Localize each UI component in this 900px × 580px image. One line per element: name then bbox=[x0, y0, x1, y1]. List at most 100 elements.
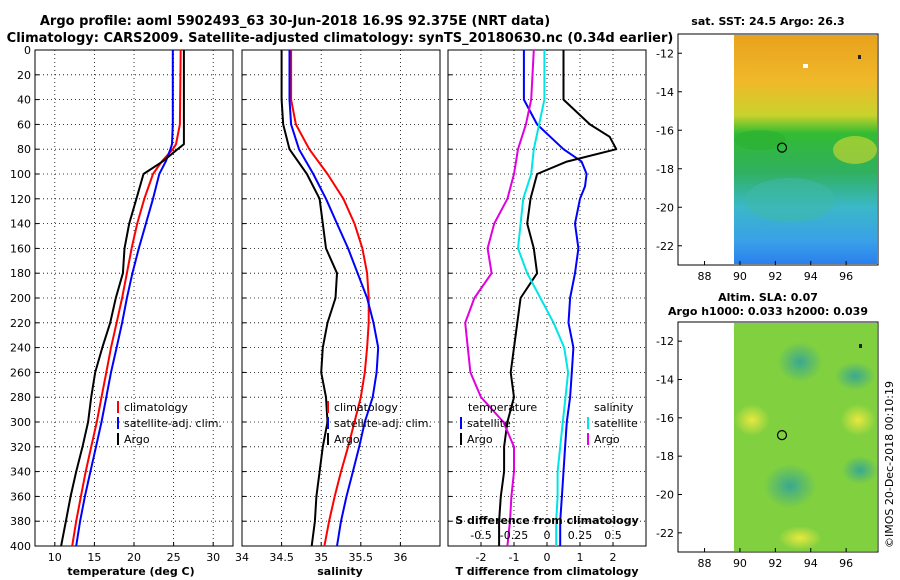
sla-high-2 bbox=[840, 404, 876, 436]
temperature-ticks: 0 20 40 60 80 100 120 140 160 180 200 220 240 260 280 3… bbox=[10, 44, 220, 564]
map-x-tick-label: 94 bbox=[804, 270, 818, 283]
sst-cool-patch bbox=[745, 178, 835, 222]
legend-label-argo: Argo bbox=[124, 433, 150, 446]
legend-label-s-argo: Argo bbox=[594, 433, 620, 446]
sla-argo-marker bbox=[776, 430, 788, 441]
t-difference-xlabel: T difference from climatology bbox=[455, 565, 638, 578]
y-tick-label: 380 bbox=[10, 515, 31, 528]
series-line-argo bbox=[498, 50, 618, 546]
map-x-tick-label: 90 bbox=[733, 270, 747, 283]
map-x-tick-label: 96 bbox=[839, 557, 853, 570]
y-tick-label: 400 bbox=[10, 540, 31, 553]
map-x-tick-label: 92 bbox=[768, 557, 782, 570]
legend-label-argo: Argo bbox=[334, 433, 360, 446]
sla-high-1 bbox=[734, 404, 770, 436]
imos-watermark: ©IMOS 20-Dec-2018 00:10:19 bbox=[883, 381, 896, 548]
y-tick-label: 280 bbox=[10, 391, 31, 404]
x-tick-label: 1 bbox=[577, 551, 584, 564]
x-tick-label: 34 bbox=[235, 551, 249, 564]
s-x-tick-label: 0.5 bbox=[604, 529, 622, 542]
y-tick-label: 220 bbox=[10, 317, 31, 330]
sla-land-speck bbox=[859, 344, 862, 348]
map-y-tick-label: -12 bbox=[656, 335, 674, 348]
legend-label-s-satellite: satellite bbox=[594, 417, 638, 430]
legend-label-t-satellite: satellite bbox=[467, 417, 511, 430]
legend-label-t-argo: Argo bbox=[467, 433, 493, 446]
x-tick-label: 10 bbox=[48, 551, 62, 564]
map-x-tick-label: 96 bbox=[839, 270, 853, 283]
salinity-xlabel: salinity bbox=[317, 565, 363, 578]
sst-warm-patch bbox=[833, 136, 877, 164]
salinity-ticks: 34 34.5 35 35.5 36 bbox=[235, 49, 407, 564]
legend-label-satellite: satellite-adj. clim. bbox=[124, 417, 222, 430]
x-tick-label: 25 bbox=[167, 551, 181, 564]
x-tick-label: -2 bbox=[476, 551, 487, 564]
s-difference-label: S difference from climatology bbox=[455, 514, 639, 527]
series-line-argo bbox=[280, 50, 338, 547]
x-tick-label: 35 bbox=[314, 551, 328, 564]
legend-label-climatology: climatology bbox=[124, 401, 188, 414]
series-line-satellite bbox=[517, 50, 570, 546]
x-tick-label: -1 bbox=[509, 551, 520, 564]
sst-argo-marker bbox=[776, 142, 788, 153]
figure-title-line1: Argo profile: aoml 5902493_63 30-Jun-201… bbox=[40, 14, 550, 29]
series-line-argo bbox=[60, 50, 185, 547]
y-tick-label: 100 bbox=[10, 168, 31, 181]
y-tick-label: 360 bbox=[10, 490, 31, 503]
difference-panel: -2 -1 0 1 2 -0.5 -0.25 0 0.25 0.5 T difference f… bbox=[447, 49, 647, 578]
sst-map-title: sat. SST: 24.5 Argo: 26.3 bbox=[691, 15, 844, 28]
sla-map-ticks: 88 90 92 94 96 -12 -14 -16 -18 -20 -22 bbox=[656, 335, 853, 570]
sla-map-title: Altim. SLA: 0.07 bbox=[718, 291, 818, 304]
series-line-satellite bbox=[522, 50, 588, 546]
map-y-tick-label: -16 bbox=[656, 412, 674, 425]
temperature-legend: climatology satellite-adj. clim. Argo bbox=[117, 401, 222, 446]
x-tick-label: 2 bbox=[610, 551, 617, 564]
x-tick-label: 35.5 bbox=[349, 551, 374, 564]
map-y-tick-label: -20 bbox=[656, 201, 674, 214]
map-y-tick-label: -12 bbox=[656, 47, 674, 60]
map-y-tick-label: -20 bbox=[656, 489, 674, 502]
map-x-tick-label: 94 bbox=[804, 557, 818, 570]
y-tick-label: 140 bbox=[10, 218, 31, 231]
series-line-argo bbox=[464, 49, 535, 547]
sst-missing-pixel bbox=[803, 64, 808, 68]
x-tick-label: 36 bbox=[393, 551, 407, 564]
sla-low-1 bbox=[778, 342, 822, 382]
salinity-panel: 34 34.5 35 35.5 36 salinity climatology sate… bbox=[235, 49, 441, 578]
series-line-satellite-adj-clim- bbox=[288, 50, 380, 547]
sst-map-ticks: 88 90 92 94 96 -12 -14 -16 -18 -20 -22 bbox=[656, 47, 853, 283]
y-tick-label: 320 bbox=[10, 441, 31, 454]
map-y-tick-label: -18 bbox=[656, 450, 674, 463]
difference-ticks: -2 -1 0 1 2 bbox=[448, 49, 617, 564]
map-y-tick-label: -18 bbox=[656, 163, 674, 176]
map-x-tick-label: 88 bbox=[698, 557, 712, 570]
y-tick-label: 260 bbox=[10, 366, 31, 379]
series-line-satellite-adj-clim- bbox=[75, 50, 174, 547]
x-tick-label: 20 bbox=[127, 551, 141, 564]
map-y-tick-label: -22 bbox=[656, 527, 674, 540]
y-tick-label: 200 bbox=[10, 292, 31, 305]
map-y-tick-label: -16 bbox=[656, 124, 674, 137]
difference-series bbox=[464, 49, 618, 547]
temperature-grid bbox=[35, 49, 233, 547]
s-x-tick-label: 0.25 bbox=[568, 529, 593, 542]
figure-title-line2: Climatology: CARS2009. Satellite-adjuste… bbox=[7, 31, 674, 46]
map-x-tick-label: 88 bbox=[698, 270, 712, 283]
legend-label-climatology: climatology bbox=[334, 401, 398, 414]
y-tick-label: 20 bbox=[17, 69, 31, 82]
y-tick-label: 240 bbox=[10, 342, 31, 355]
map-x-tick-label: 90 bbox=[733, 557, 747, 570]
map-y-tick-label: -14 bbox=[656, 86, 674, 99]
x-tick-label: 0 bbox=[544, 551, 551, 564]
legend-heading-salinity: salinity bbox=[594, 401, 634, 414]
series-line-climatology bbox=[290, 50, 370, 547]
y-tick-label: 0 bbox=[24, 44, 31, 57]
salinity-legend: climatology satellite-adj. clim. Argo bbox=[327, 401, 432, 446]
sla-low-2 bbox=[835, 362, 875, 390]
y-tick-label: 40 bbox=[17, 94, 31, 107]
legend-label-satellite: satellite-adj. clim. bbox=[334, 417, 432, 430]
sst-map: sat. SST: 24.5 Argo: 26.3 88 90 92 94 96 -12 -… bbox=[656, 15, 879, 283]
sla-map: Altim. SLA: 0.07 Argo h1000: 0.033 h2000… bbox=[656, 291, 879, 570]
temperature-panel: 0 20 40 60 80 100 120 140 160 180 200 220 240 260 280 3… bbox=[10, 44, 234, 578]
